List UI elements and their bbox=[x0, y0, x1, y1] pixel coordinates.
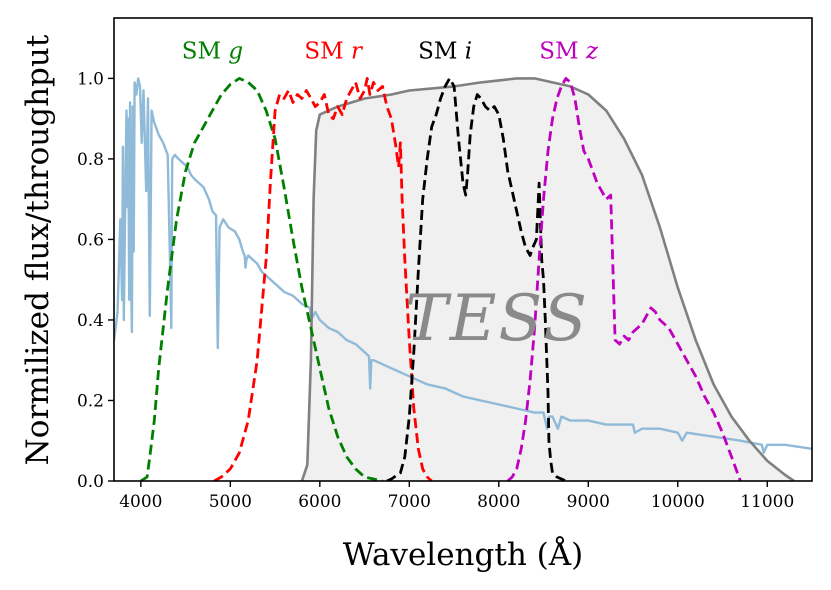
legend-label-sm-r: SM r bbox=[304, 38, 364, 64]
tess-label-layer: TESS bbox=[405, 282, 589, 356]
axis-ticks: 4000 5000 6000 7000 8000 9000 10000 11000 0.0 0.2… bbox=[77, 69, 794, 512]
y-tick-label: 0.4 bbox=[77, 311, 104, 331]
series-line-stellar-spectrum bbox=[114, 77, 812, 454]
x-tick-label: 4000 bbox=[119, 492, 162, 512]
x-tick-label: 7000 bbox=[388, 492, 431, 512]
x-tick-label: 8000 bbox=[477, 492, 520, 512]
series-line-sm-g bbox=[140, 77, 383, 481]
y-tick-label: 1.0 bbox=[77, 69, 104, 89]
x-tick-label: 10000 bbox=[651, 492, 705, 512]
filter-labels: SM g SM r SM i SM z bbox=[182, 38, 599, 64]
y-axis-title: Normilized flux/throughput bbox=[20, 34, 56, 465]
series-line-tess bbox=[300, 77, 795, 481]
legend-label-sm-z: SM z bbox=[539, 38, 599, 64]
x-tick-label: 5000 bbox=[209, 492, 252, 512]
x-tick-label: 11000 bbox=[740, 492, 794, 512]
tess-label: TESS bbox=[405, 282, 589, 356]
plot-frame bbox=[113, 17, 813, 482]
series-line-sm-r bbox=[213, 77, 433, 481]
y-tick-label: 0.2 bbox=[77, 391, 104, 411]
x-tick-label: 9000 bbox=[567, 492, 610, 512]
y-tick-label: 0.0 bbox=[77, 472, 104, 492]
x-axis-title: Wavelength (Å) bbox=[343, 535, 583, 573]
tess-fill bbox=[301, 78, 795, 481]
plot-area bbox=[114, 77, 812, 481]
legend-label-sm-i: SM i bbox=[418, 38, 472, 64]
x-tick-label: 6000 bbox=[298, 492, 341, 512]
series-line-sm-i bbox=[386, 77, 567, 481]
legend-label-sm-g: SM g bbox=[182, 38, 243, 64]
y-tick-label: 0.8 bbox=[77, 150, 104, 170]
y-tick-label: 0.6 bbox=[77, 230, 104, 250]
